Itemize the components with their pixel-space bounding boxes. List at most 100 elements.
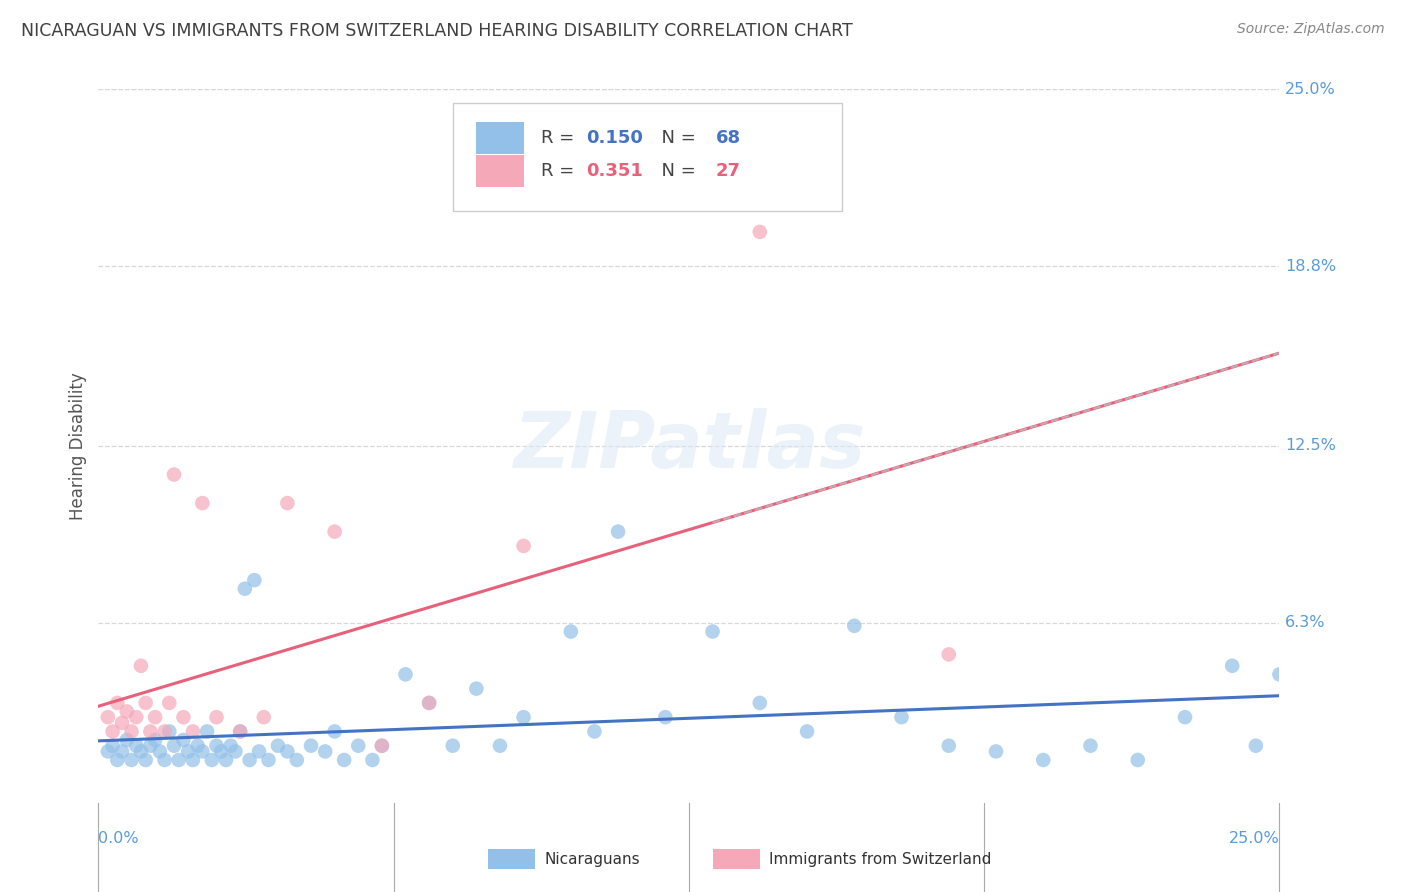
Point <box>143 710 166 724</box>
Point <box>938 648 960 662</box>
FancyBboxPatch shape <box>713 849 759 869</box>
Point <box>489 739 512 753</box>
Point <box>129 658 152 673</box>
Text: ZIPatlas: ZIPatlas <box>513 408 865 484</box>
Point <box>172 710 194 724</box>
Text: 25.0%: 25.0% <box>1285 82 1336 96</box>
Point <box>149 744 172 758</box>
Point <box>201 753 224 767</box>
Point <box>465 681 488 696</box>
FancyBboxPatch shape <box>488 849 536 869</box>
Text: 18.8%: 18.8% <box>1285 259 1337 274</box>
Point <box>153 753 176 767</box>
Point <box>135 753 157 767</box>
Point <box>105 753 128 767</box>
FancyBboxPatch shape <box>477 121 523 153</box>
FancyBboxPatch shape <box>477 155 523 187</box>
Point <box>129 744 152 758</box>
Point <box>139 739 162 753</box>
Text: R =: R = <box>541 128 581 146</box>
Point <box>394 667 416 681</box>
Point <box>1244 739 1267 753</box>
Point <box>1220 658 1243 673</box>
Text: N =: N = <box>650 162 702 180</box>
Point <box>229 724 252 739</box>
Point <box>512 710 534 724</box>
Point <box>796 724 818 739</box>
Point <box>101 724 124 739</box>
Text: 6.3%: 6.3% <box>1285 615 1326 631</box>
Point <box>195 724 218 739</box>
Point <box>560 624 582 639</box>
Point <box>984 744 1007 758</box>
Point <box>187 739 209 753</box>
Point <box>1174 710 1197 724</box>
Point <box>1268 667 1291 681</box>
Point <box>111 744 134 758</box>
Point <box>229 724 252 739</box>
Point <box>115 705 138 719</box>
Point <box>1126 753 1149 767</box>
FancyBboxPatch shape <box>453 103 842 211</box>
Text: R =: R = <box>541 162 581 180</box>
Point <box>247 744 270 758</box>
Point <box>371 739 394 753</box>
Point <box>111 715 134 730</box>
Point <box>135 696 157 710</box>
Point <box>233 582 256 596</box>
Point <box>121 724 143 739</box>
Point <box>157 724 180 739</box>
Point <box>314 744 336 758</box>
Text: NICARAGUAN VS IMMIGRANTS FROM SWITZERLAND HEARING DISABILITY CORRELATION CHART: NICARAGUAN VS IMMIGRANTS FROM SWITZERLAN… <box>21 22 853 40</box>
Point <box>172 733 194 747</box>
Point <box>257 753 280 767</box>
Point <box>205 739 228 753</box>
Point <box>1032 753 1054 767</box>
Point <box>890 710 912 724</box>
Point <box>125 739 148 753</box>
Point <box>361 753 384 767</box>
Text: Immigrants from Switzerland: Immigrants from Switzerland <box>769 852 991 867</box>
Point <box>702 624 724 639</box>
Point <box>139 724 162 739</box>
Point <box>115 733 138 747</box>
Point <box>323 724 346 739</box>
Point <box>219 739 242 753</box>
Point <box>181 724 204 739</box>
Point <box>224 744 246 758</box>
Point <box>276 496 298 510</box>
Point <box>121 753 143 767</box>
Y-axis label: Hearing Disability: Hearing Disability <box>69 372 87 520</box>
Point <box>205 710 228 724</box>
Text: 25.0%: 25.0% <box>1229 831 1279 847</box>
Point <box>1080 739 1102 753</box>
Point <box>177 744 200 758</box>
Point <box>333 753 356 767</box>
Point <box>583 724 606 739</box>
Point <box>191 496 214 510</box>
Point <box>347 739 370 753</box>
Point <box>285 753 308 767</box>
Point <box>97 710 120 724</box>
Point <box>163 739 186 753</box>
Point <box>157 696 180 710</box>
Point <box>167 753 190 767</box>
Point <box>418 696 440 710</box>
Point <box>243 573 266 587</box>
Point <box>153 724 176 739</box>
Point <box>97 744 120 758</box>
Point <box>163 467 186 482</box>
Point <box>748 225 770 239</box>
Text: N =: N = <box>650 128 702 146</box>
Text: 0.150: 0.150 <box>586 128 643 146</box>
Text: Nicaraguans: Nicaraguans <box>546 852 641 867</box>
Point <box>209 744 232 758</box>
Point <box>105 696 128 710</box>
Text: 0.0%: 0.0% <box>98 831 139 847</box>
Point <box>101 739 124 753</box>
Point <box>441 739 464 753</box>
Point <box>143 733 166 747</box>
Point <box>323 524 346 539</box>
Point <box>371 739 394 753</box>
Point <box>215 753 238 767</box>
